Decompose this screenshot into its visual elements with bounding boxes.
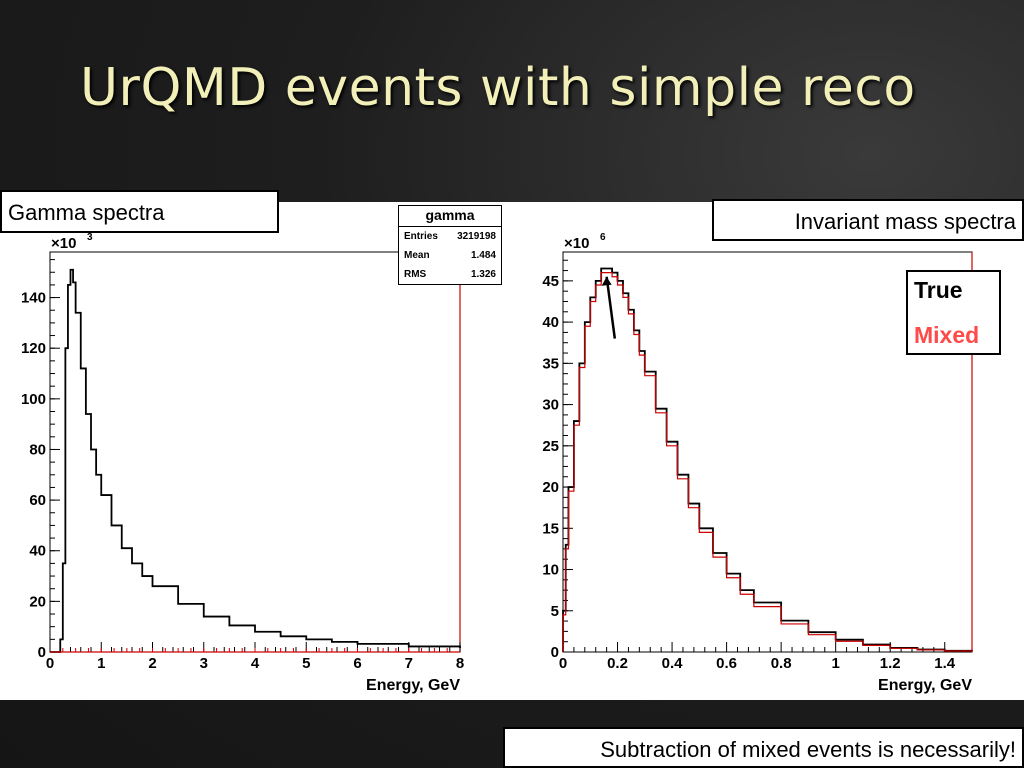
y-exponent-power: 3 bbox=[87, 232, 93, 243]
peak-arrowhead bbox=[601, 276, 612, 286]
x-tick-label: 0 bbox=[559, 655, 567, 672]
stats-row-mean: Mean 1.484 bbox=[404, 250, 496, 264]
x-tick-label: 4 bbox=[251, 655, 260, 672]
x-tick-label: 1.2 bbox=[880, 655, 901, 672]
y-tick-label: 20 bbox=[29, 593, 46, 610]
y-tick-label: 35 bbox=[542, 355, 559, 372]
x-tick-label: 1 bbox=[97, 655, 105, 672]
stats-value: 1.326 bbox=[470, 269, 496, 280]
series-line bbox=[562, 272, 973, 652]
y-tick-label: 15 bbox=[542, 520, 559, 537]
y-tick-label: 60 bbox=[29, 492, 46, 509]
x-tick-label: 3 bbox=[200, 655, 208, 672]
legend-mixed-label: Mixed bbox=[914, 322, 980, 348]
y-tick-label: 0 bbox=[551, 644, 559, 661]
y-tick-label: 40 bbox=[29, 543, 46, 560]
stats-row-entries: Entries 3219198 bbox=[404, 231, 496, 245]
stats-title: gamma bbox=[425, 207, 475, 223]
x-tick-label: 0.4 bbox=[662, 655, 684, 672]
y-tick-label: 40 bbox=[542, 314, 559, 331]
y-tick-label: 80 bbox=[29, 441, 46, 458]
stats-value: 1.484 bbox=[470, 250, 496, 261]
x-tick-label: 0 bbox=[46, 655, 54, 672]
y-tick-label: 140 bbox=[21, 290, 46, 307]
x-tick-label: 1 bbox=[831, 655, 839, 672]
y-tick-label: 5 bbox=[551, 603, 559, 620]
y-tick-label: 20 bbox=[542, 479, 559, 496]
legend-box: True Mixed bbox=[906, 270, 1001, 355]
x-axis-title: Energy, GeV bbox=[366, 677, 460, 694]
x-tick-label: 0.2 bbox=[607, 655, 628, 672]
y-exponent-label: ×10 bbox=[564, 235, 589, 252]
x-tick-label: 0.6 bbox=[716, 655, 737, 672]
y-tick-label: 10 bbox=[542, 562, 559, 579]
stats-value: 3219198 bbox=[457, 231, 496, 242]
x-tick-label: 2 bbox=[148, 655, 156, 672]
peak-arrow bbox=[605, 276, 617, 339]
stats-key: Mean bbox=[404, 250, 430, 261]
x-axis-title: Energy, GeV bbox=[878, 677, 972, 694]
y-exponent-label: ×10 bbox=[51, 235, 76, 252]
stats-divider bbox=[399, 226, 501, 227]
y-exponent-power: 6 bbox=[600, 232, 606, 243]
gamma-spectra-label: Gamma spectra bbox=[0, 190, 279, 233]
y-tick-label: 120 bbox=[21, 340, 46, 357]
stats-key: Entries bbox=[404, 231, 438, 242]
stats-row-rms: RMS 1.326 bbox=[404, 269, 496, 283]
y-tick-label: 30 bbox=[542, 397, 559, 414]
y-tick-label: 0 bbox=[38, 644, 46, 661]
x-tick-label: 7 bbox=[405, 655, 413, 672]
x-tick-label: 5 bbox=[302, 655, 310, 672]
x-tick-label: 8 bbox=[456, 655, 464, 672]
x-tick-label: 6 bbox=[353, 655, 361, 672]
invariant-mass-chart: 0 0.2 0.4 0.6 0.8 1 1.2 1.4 0 5 10 15 20 25 30 35 40 45 En… bbox=[542, 232, 973, 694]
x-tick-label: 1.4 bbox=[934, 655, 956, 672]
y-tick-label: 45 bbox=[542, 273, 559, 290]
y-tick-label: 100 bbox=[21, 391, 46, 408]
stats-key: RMS bbox=[404, 269, 427, 280]
plots-panel: 0 1 2 3 4 5 6 7 8 0 20 40 60 80 100 120 140 Energy, GeV ×1… bbox=[0, 202, 1024, 700]
x-tick-label: 0.8 bbox=[771, 655, 792, 672]
series-line bbox=[50, 268, 461, 653]
legend-true-label: True bbox=[914, 277, 963, 303]
slide-title: UrQMD events with simple reco bbox=[80, 58, 916, 118]
series-line bbox=[562, 267, 973, 652]
stats-box: gamma Entries 3219198 Mean 1.484 RMS 1.3… bbox=[398, 205, 502, 285]
y-tick-label: 25 bbox=[542, 438, 559, 455]
subtraction-note: Subtraction of mixed events is necessari… bbox=[503, 727, 1024, 768]
invariant-mass-label: Invariant mass spectra bbox=[712, 199, 1024, 241]
plot-frame bbox=[49, 251, 461, 653]
